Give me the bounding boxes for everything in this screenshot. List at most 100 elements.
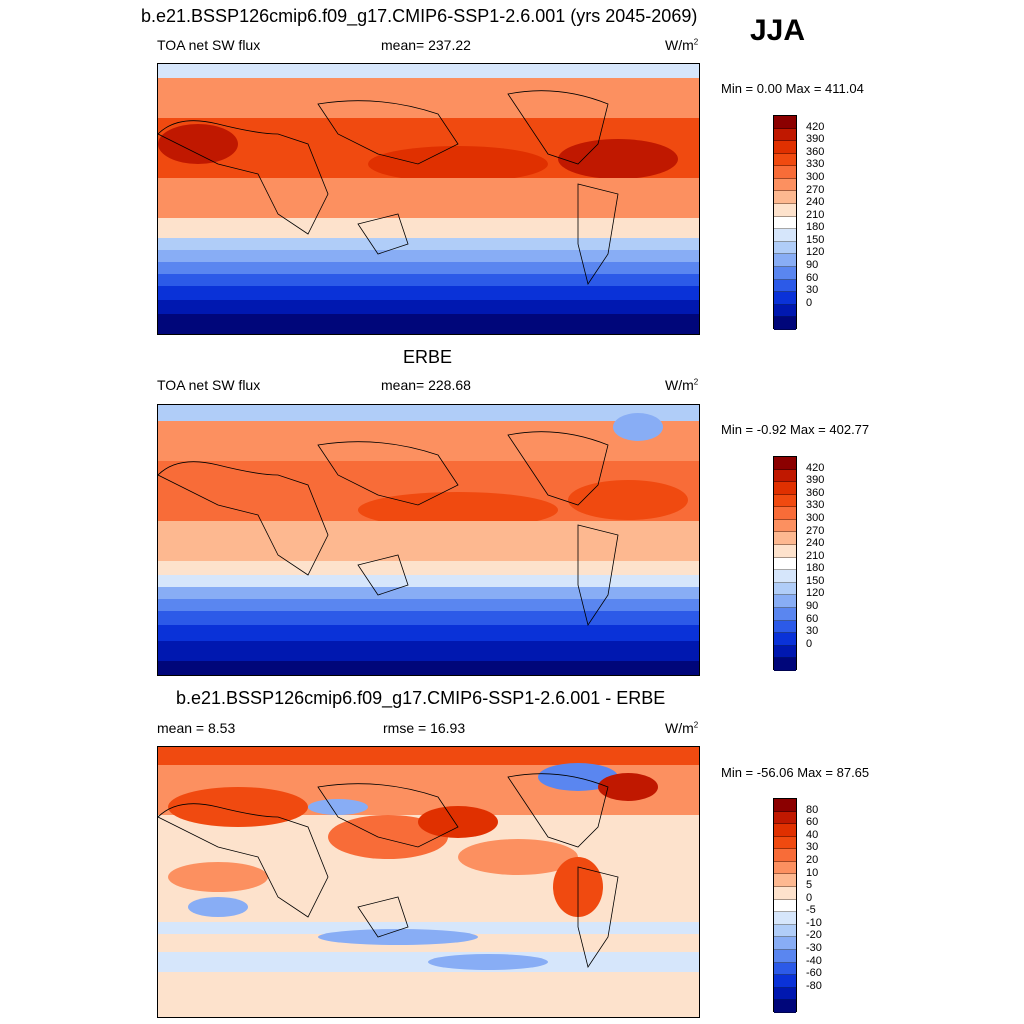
colorbar-swatch xyxy=(774,317,796,330)
colorbar-swatch xyxy=(774,595,796,608)
panel2-title: ERBE xyxy=(403,347,453,367)
colorbar-swatch xyxy=(774,949,796,963)
colorbar-tick-label: 150 xyxy=(806,233,825,246)
colorbar-tick-label: 60 xyxy=(806,271,819,284)
colorbar-tick-label: 120 xyxy=(806,246,825,259)
colorbar-swatch xyxy=(774,292,796,305)
colorbar-tick-label: 240 xyxy=(806,537,825,550)
colorbar-swatch xyxy=(774,861,796,875)
panel1-map xyxy=(157,63,700,335)
colorbar-swatch xyxy=(774,887,796,900)
colorbar-tick-label: 60 xyxy=(806,612,819,625)
colorbar-swatch xyxy=(774,229,796,242)
colorbar-tick-label: 390 xyxy=(806,474,825,487)
colorbar-swatch xyxy=(774,204,796,217)
colorbar-tick-label: 20 xyxy=(806,853,819,866)
colorbar-tick-label: 330 xyxy=(806,499,825,512)
colorbar-swatch xyxy=(774,519,796,533)
panel2-mean: mean= 228.68 xyxy=(381,377,471,393)
colorbar-swatch xyxy=(774,824,796,837)
panel1-title: b.e21.BSSP126cmip6.f09_g17.CMIP6-SSP1-2.… xyxy=(141,6,698,26)
colorbar-swatch xyxy=(774,469,796,483)
colorbar-swatch xyxy=(774,811,796,825)
colorbar-swatch xyxy=(774,987,796,1001)
colorbar-swatch xyxy=(774,166,796,179)
colorbar-swatch xyxy=(774,254,796,267)
colorbar-tick-label: -30 xyxy=(806,942,822,955)
panel1-minmax: Min = 0.00 Max = 411.04 xyxy=(721,81,864,96)
colorbar-swatch xyxy=(774,304,796,318)
colorbar-swatch xyxy=(774,912,796,925)
colorbar-swatch xyxy=(774,216,796,230)
colorbar-swatch xyxy=(774,532,796,546)
colorbar-tick-label: 360 xyxy=(806,145,825,158)
colorbar-swatch xyxy=(774,1000,796,1013)
colorbar-tick-label: 30 xyxy=(806,284,819,297)
panel2-colorbar xyxy=(773,456,797,671)
colorbar-tick-label: -60 xyxy=(806,967,822,980)
colorbar-tick-label: 40 xyxy=(806,828,819,841)
colorbar-tick-label: 30 xyxy=(806,625,819,638)
panel3-units: W/m2 xyxy=(665,720,699,736)
panel1-variable: TOA net SW flux xyxy=(157,37,261,53)
panel1-mean: mean= 237.22 xyxy=(381,37,471,53)
colorbar-tick-label: 210 xyxy=(806,208,825,221)
colorbar-swatch xyxy=(774,494,796,508)
colorbar-swatch xyxy=(774,153,796,167)
colorbar-tick-label: 210 xyxy=(806,549,825,562)
colorbar-swatch xyxy=(774,570,796,583)
colorbar-swatch xyxy=(774,937,796,950)
colorbar-swatch xyxy=(774,620,796,634)
colorbar-tick-label: 150 xyxy=(806,574,825,587)
colorbar-swatch xyxy=(774,899,796,913)
panel3-colorbar xyxy=(773,798,797,1013)
colorbar-swatch xyxy=(774,874,796,888)
colorbar-swatch xyxy=(774,975,796,988)
season-label: JJA xyxy=(750,14,806,47)
colorbar-swatch xyxy=(774,799,796,812)
colorbar-swatch xyxy=(774,141,796,154)
colorbar-tick-label: 420 xyxy=(806,461,825,474)
panel2-map xyxy=(157,404,700,676)
colorbar-tick-label: 180 xyxy=(806,562,825,575)
colorbar-tick-label: 300 xyxy=(806,511,825,524)
colorbar-swatch xyxy=(774,557,796,571)
colorbar-tick-label: 270 xyxy=(806,524,825,537)
colorbar-swatch xyxy=(774,482,796,495)
colorbar-swatch xyxy=(774,191,796,205)
panel1-colorbar xyxy=(773,115,797,330)
colorbar-swatch xyxy=(774,507,796,520)
panel3-minmax: Min = -56.06 Max = 87.65 xyxy=(721,765,870,780)
panel3-title: b.e21.BSSP126cmip6.f09_g17.CMIP6-SSP1-2.… xyxy=(176,688,666,708)
colorbar-swatch xyxy=(774,128,796,142)
panel3-map xyxy=(157,746,700,1018)
colorbar-swatch xyxy=(774,545,796,558)
panel2-variable: TOA net SW flux xyxy=(157,377,261,393)
colorbar-tick-label: 180 xyxy=(806,221,825,234)
colorbar-swatch xyxy=(774,241,796,255)
colorbar-tick-label: 0 xyxy=(806,637,813,650)
panel1-units: W/m2 xyxy=(665,37,699,53)
colorbar-swatch xyxy=(774,279,796,293)
colorbar-tick-label: 420 xyxy=(806,120,825,133)
colorbar-tick-label: 0 xyxy=(806,296,813,309)
colorbar-swatch xyxy=(774,178,796,192)
panel2-units: W/m2 xyxy=(665,377,699,393)
colorbar-swatch xyxy=(774,633,796,646)
colorbar-swatch xyxy=(774,924,796,938)
panel3-rmse: rmse = 16.93 xyxy=(383,720,466,736)
colorbar-tick-label: 330 xyxy=(806,158,825,171)
panel3-mean: mean = 8.53 xyxy=(157,720,236,736)
colorbar-tick-label: 300 xyxy=(806,170,825,183)
colorbar-tick-label: -20 xyxy=(806,929,822,942)
colorbar-swatch xyxy=(774,645,796,659)
colorbar-tick-label: 390 xyxy=(806,133,825,146)
colorbar-swatch xyxy=(774,607,796,621)
colorbar-tick-label: 120 xyxy=(806,587,825,600)
colorbar-swatch xyxy=(774,962,796,976)
colorbar-tick-label: 60 xyxy=(806,816,819,829)
colorbar-tick-label: 30 xyxy=(806,841,819,854)
colorbar-swatch xyxy=(774,457,796,470)
colorbar-tick-label: 240 xyxy=(806,196,825,209)
colorbar-tick-label: 10 xyxy=(806,866,819,879)
